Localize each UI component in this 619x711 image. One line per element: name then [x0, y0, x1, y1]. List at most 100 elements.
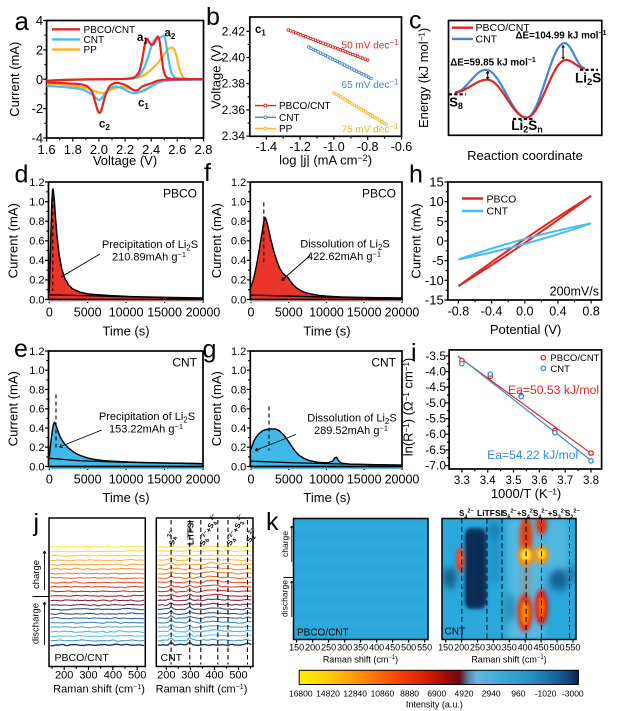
svg-text:Current (mA): Current (mA): [209, 203, 224, 278]
svg-text:PP: PP: [84, 45, 98, 56]
svg-text:Dissolution of Li2S: Dissolution of Li2S: [300, 239, 389, 252]
svg-text:400: 400: [205, 670, 223, 682]
svg-text:14820: 14820: [316, 689, 340, 699]
svg-text:0.8: 0.8: [231, 384, 246, 396]
svg-text:960: 960: [511, 689, 525, 699]
svg-text:k: k: [266, 508, 279, 536]
svg-text:10000: 10000: [109, 473, 144, 487]
svg-text:-6.5: -6.5: [425, 443, 446, 457]
svg-text:-4: -4: [32, 131, 44, 146]
svg-text:15000: 15000: [347, 306, 382, 320]
svg-text:20000: 20000: [186, 306, 221, 320]
svg-text:S42−+S32−: S42−+S32−: [533, 509, 567, 521]
svg-text:2.40: 2.40: [222, 51, 246, 65]
svg-text:400: 400: [518, 643, 533, 653]
svg-text:Li2S: Li2S: [575, 71, 601, 88]
svg-text:-0.8: -0.8: [448, 305, 470, 319]
svg-text:0: 0: [46, 306, 53, 320]
svg-text:Time (s): Time (s): [102, 490, 149, 505]
svg-text:PBCO/CNT: PBCO/CNT: [84, 25, 136, 36]
svg-text:200: 200: [157, 670, 175, 682]
svg-text:Raman shift (cm−1): Raman shift (cm−1): [323, 655, 398, 665]
svg-text:d: d: [15, 161, 29, 189]
svg-text:20000: 20000: [186, 473, 221, 487]
svg-text:Current (mA): Current (mA): [409, 203, 424, 278]
svg-text:5000: 5000: [275, 473, 303, 487]
svg-text:Voltage (V): Voltage (V): [93, 153, 157, 168]
svg-text:3.6: 3.6: [531, 475, 547, 487]
svg-text:0.0: 0.0: [231, 461, 246, 473]
svg-text:0.4: 0.4: [231, 255, 246, 267]
svg-text:PP: PP: [279, 124, 293, 135]
svg-text:300: 300: [337, 643, 352, 653]
svg-text:153.22mAh g−1: 153.22mAh g−1: [109, 422, 183, 435]
svg-text:16800: 16800: [289, 689, 313, 699]
svg-text:65 mV dec−1: 65 mV dec−1: [342, 78, 399, 91]
svg-text:Time (s): Time (s): [303, 324, 350, 339]
svg-text:3.7: 3.7: [557, 475, 573, 487]
svg-text:-1.2: -1.2: [289, 140, 311, 154]
svg-text:3.8: 3.8: [583, 475, 599, 487]
svg-text:5000: 5000: [275, 306, 303, 320]
svg-text:15: 15: [429, 175, 443, 190]
svg-text:PBCO/CNT: PBCO/CNT: [550, 353, 599, 364]
svg-text:1.8: 1.8: [64, 142, 82, 157]
svg-text:S42−: S42−: [459, 509, 474, 521]
svg-text:PBCO: PBCO: [487, 194, 517, 206]
svg-text:j: j: [33, 509, 40, 537]
svg-text:75 mV dec−1: 75 mV dec−1: [342, 122, 399, 135]
svg-text:20000: 20000: [385, 306, 420, 320]
svg-text:g: g: [203, 336, 217, 364]
svg-text:0.2: 0.2: [29, 442, 44, 454]
svg-text:20000: 20000: [385, 473, 420, 487]
svg-text:10000: 10000: [109, 306, 144, 320]
svg-text:300: 300: [181, 670, 199, 682]
svg-text:a: a: [15, 6, 30, 36]
svg-text:CNT: CNT: [172, 356, 197, 370]
svg-text:discharge: discharge: [280, 580, 290, 617]
svg-text:0: 0: [248, 473, 255, 487]
svg-text:Raman shift (cm−1): Raman shift (cm−1): [471, 655, 546, 665]
svg-text:S22−: S22−: [565, 509, 580, 521]
svg-text:500: 500: [549, 643, 564, 653]
svg-text:0: 0: [36, 72, 43, 87]
svg-text:150: 150: [289, 643, 304, 653]
svg-text:-4.5: -4.5: [425, 380, 446, 394]
svg-text:0.4: 0.4: [29, 423, 44, 435]
svg-text:Current (mA): Current (mA): [6, 203, 21, 278]
svg-text:Precipitation of Li2S: Precipitation of Li2S: [99, 411, 195, 424]
svg-text:400: 400: [104, 670, 122, 682]
svg-text:2.8: 2.8: [194, 142, 212, 157]
svg-text:-1020: -1020: [535, 689, 557, 699]
svg-text:400: 400: [369, 643, 384, 653]
svg-text:0.4: 0.4: [231, 423, 246, 435]
svg-text:CNT: CNT: [476, 33, 498, 45]
svg-text:-1.0: -1.0: [323, 140, 345, 154]
svg-text:S62−+S42−: S62−+S42−: [502, 509, 536, 521]
svg-text:Li2Sn: Li2Sn: [511, 118, 543, 134]
svg-text:-4.0: -4.0: [425, 365, 446, 379]
svg-text:1.0: 1.0: [29, 196, 44, 208]
svg-text:CNT: CNT: [84, 35, 105, 46]
svg-text:12840: 12840: [343, 689, 367, 699]
svg-text:CNT: CNT: [371, 356, 396, 370]
svg-text:PBCO/CNT: PBCO/CNT: [279, 101, 331, 112]
svg-text:10000: 10000: [309, 306, 344, 320]
svg-text:4920: 4920: [455, 689, 474, 699]
svg-text:S42−: S42−: [167, 531, 179, 545]
svg-text:0.0: 0.0: [231, 294, 246, 306]
svg-text:-0.6: -0.6: [391, 140, 413, 154]
svg-text:Precipitation of Li2S: Precipitation of Li2S: [102, 239, 198, 252]
svg-text:350: 350: [353, 643, 368, 653]
svg-text:1.0: 1.0: [231, 196, 246, 208]
svg-text:CNT: CNT: [161, 652, 183, 664]
svg-text:250: 250: [321, 643, 336, 653]
svg-text:c1: c1: [138, 98, 149, 111]
svg-text:PBCO: PBCO: [163, 187, 197, 201]
svg-text:15000: 15000: [147, 473, 182, 487]
svg-text:-15: -15: [425, 293, 444, 308]
svg-text:-10: -10: [425, 273, 444, 288]
svg-text:PBCO/CNT: PBCO/CNT: [55, 652, 110, 664]
svg-text:0.8: 0.8: [29, 384, 44, 396]
svg-text:450: 450: [385, 643, 400, 653]
